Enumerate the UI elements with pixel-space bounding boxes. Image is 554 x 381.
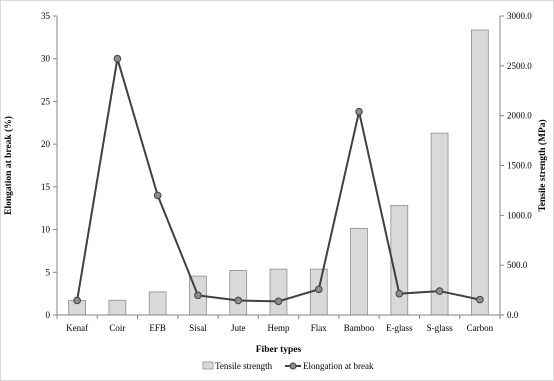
left-tick-label: 0 — [46, 310, 51, 320]
point-sisal — [194, 291, 202, 300]
x-tick-label-sisal: Sisal — [189, 323, 207, 333]
x-tick-label-efb: EFB — [149, 323, 166, 333]
x-tick-label-kenaf: Kenaf — [66, 323, 88, 333]
legend-swatch-tensile-strength — [202, 361, 214, 370]
x-tick-label-flax: Flax — [311, 323, 328, 333]
x-tick-label-coir: Coir — [109, 323, 125, 333]
bar-efb — [148, 291, 167, 316]
x-tick-label-e-glass: E-glass — [386, 323, 413, 333]
x-tick-label-bamboo: Bamboo — [344, 323, 375, 333]
right-y-axis-title: Tensile strength (MPa) — [537, 119, 548, 211]
bar-jute — [229, 270, 248, 316]
point-carbon — [476, 295, 484, 304]
x-axis-title: Fiber types — [256, 345, 302, 355]
right-tick-label: 2000.0 — [507, 111, 532, 121]
left-tick-label: 15 — [41, 182, 51, 192]
point-bamboo — [355, 107, 363, 116]
point-s-glass — [435, 287, 444, 295]
left-y-axis-title: Elongation at break (%) — [3, 116, 14, 215]
x-tick-label-jute: Jute — [231, 323, 246, 333]
left-tick-label: 5 — [46, 267, 51, 277]
x-tick-label-s-glass: S-glass — [427, 323, 454, 333]
right-tick-label: 3000.0 — [507, 11, 532, 21]
bar-coir — [108, 299, 127, 316]
left-tick-label: 20 — [41, 139, 51, 149]
bar-e-glass — [390, 204, 409, 316]
point-e-glass — [395, 289, 404, 298]
right-tick-label: 1500.0 — [507, 161, 532, 171]
left-tick-label: 25 — [41, 96, 51, 106]
legend-label-tensile-strength: Tensile strength — [215, 361, 273, 371]
point-flax — [314, 285, 323, 294]
bar-bamboo — [350, 227, 368, 316]
right-tick-label: 500.0 — [507, 260, 528, 270]
right-tick-label: 1000.0 — [507, 210, 532, 220]
legend-label-elongation-at-break: Elongation at break — [303, 361, 374, 371]
point-jute — [234, 296, 243, 305]
bar-carbon — [471, 29, 489, 316]
point-efb — [153, 191, 162, 200]
legend: Tensile strength Elongation at break — [202, 361, 374, 371]
elongation-line — [76, 58, 481, 303]
tensile-strength-bars — [68, 29, 489, 316]
x-tick-label-hemp: Hemp — [268, 323, 290, 333]
left-tick-label: 35 — [41, 11, 51, 21]
x-tick-label-carbon: Carbon — [467, 323, 494, 333]
point-hemp — [274, 297, 283, 306]
tick-labels: 0 5 10 15 20 25 30 35 0.0 500.0 1000.0 1500.0 2000.0… — [41, 11, 532, 333]
left-tick-label: 10 — [41, 225, 51, 235]
legend-swatch-elongation-marker — [289, 362, 297, 370]
axes — [53, 15, 504, 319]
right-tick-label: 2500.0 — [507, 61, 532, 71]
elongation-line-series — [73, 54, 484, 306]
right-tick-label: 0.0 — [507, 310, 519, 320]
bar-hemp — [269, 268, 288, 316]
point-kenaf — [73, 296, 81, 305]
left-tick-label: 30 — [41, 54, 51, 64]
point-coir — [113, 54, 122, 63]
